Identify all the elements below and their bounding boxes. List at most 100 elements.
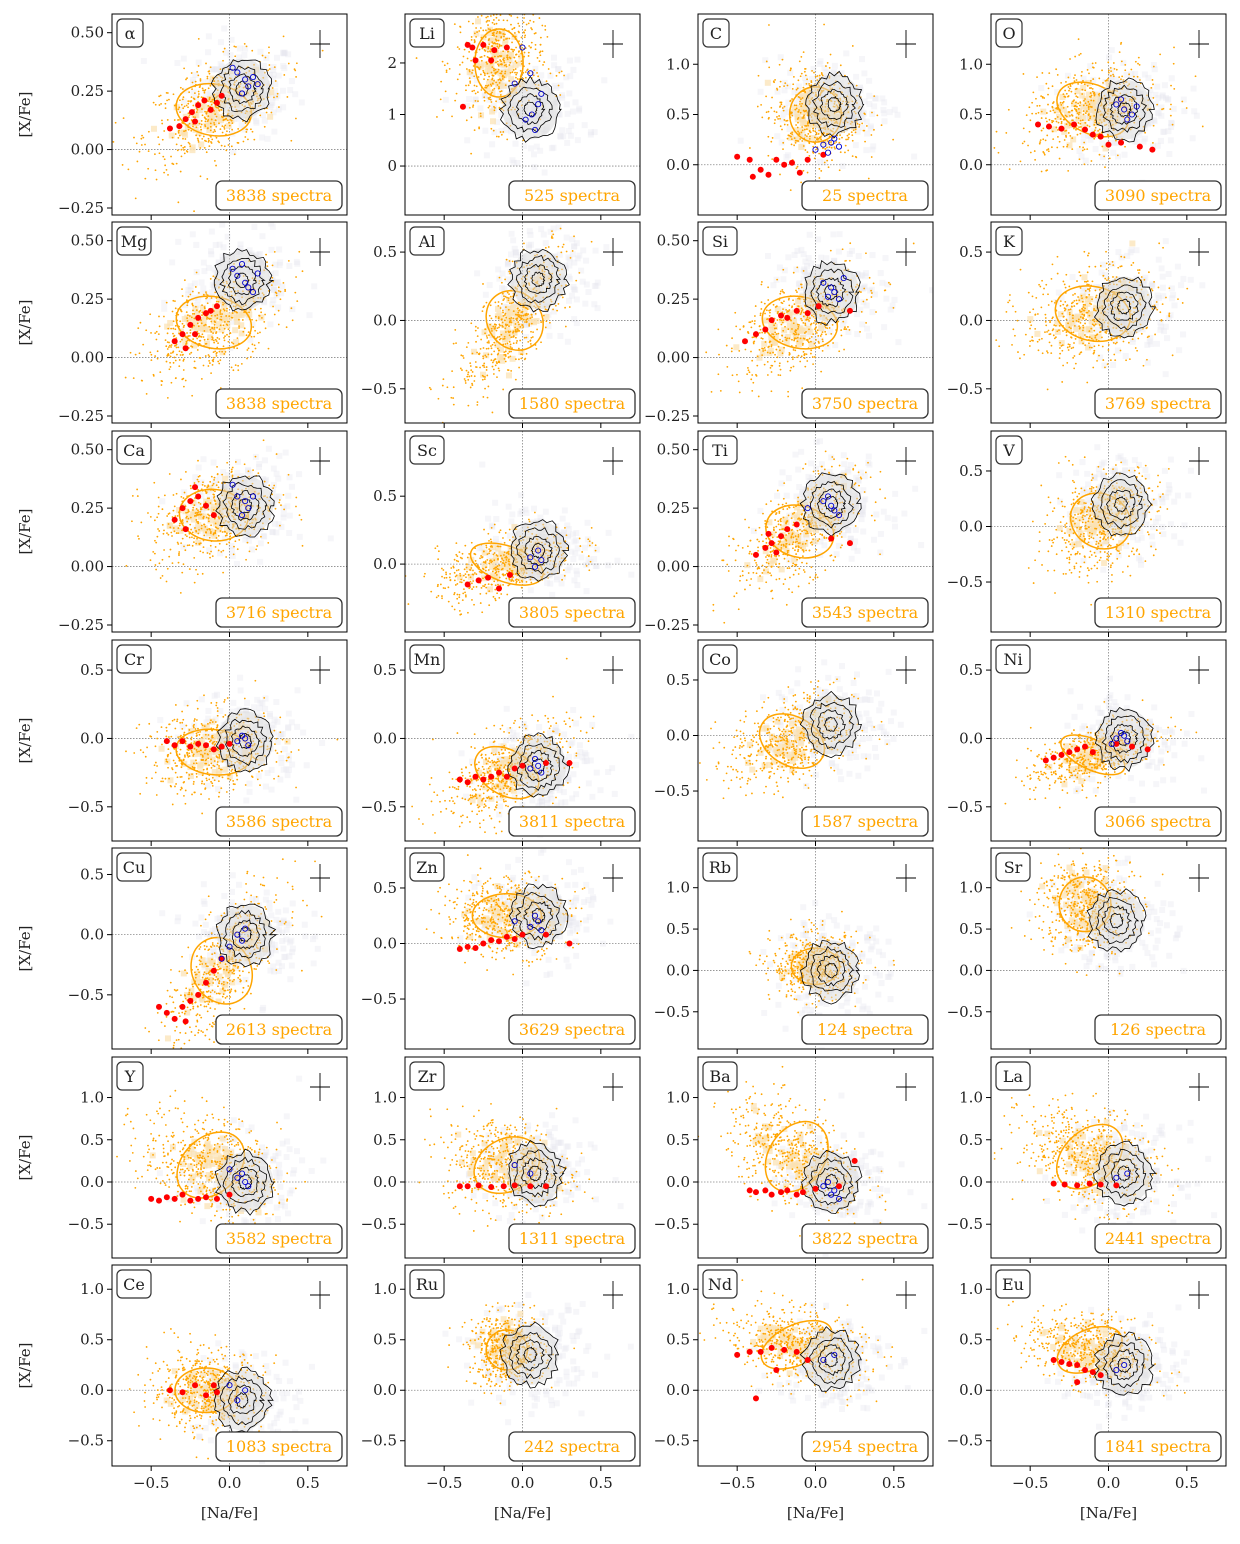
field-star-point	[502, 388, 505, 391]
field-star-point	[172, 361, 175, 364]
field-star-point	[217, 360, 220, 363]
field-star-point	[1060, 120, 1063, 123]
field-star-point	[496, 30, 499, 33]
field-star-point	[510, 302, 513, 305]
field-star-point	[816, 137, 819, 140]
field-star-point	[245, 45, 248, 48]
field-star-point	[799, 111, 802, 114]
field-star-point	[761, 116, 764, 119]
field-density-cell	[198, 102, 205, 109]
background-density-cell	[601, 77, 608, 84]
field-star-point	[498, 43, 501, 46]
background-density-cell	[929, 287, 933, 294]
field-density-cell	[804, 124, 811, 131]
field-star-point	[461, 369, 463, 371]
field-star-point	[215, 300, 218, 303]
field-star-point	[291, 319, 294, 322]
blue-data-point	[234, 272, 241, 279]
field-star-point	[802, 117, 805, 119]
background-density-cell	[269, 301, 276, 308]
background-density-cell	[566, 297, 573, 304]
field-star-point	[828, 66, 831, 69]
cluster-contour	[235, 272, 250, 289]
field-star-point	[473, 380, 476, 382]
field-star-point	[271, 264, 274, 267]
element-badge	[409, 18, 445, 48]
background-density-cell	[267, 81, 274, 88]
field-star-point	[500, 0, 502, 1]
field-star-point	[175, 377, 177, 379]
blue-data-point	[831, 135, 838, 142]
field-star-point	[815, 133, 818, 136]
background-density-cell	[797, 284, 804, 291]
field-star-point	[476, 65, 478, 68]
field-star-point	[214, 321, 217, 324]
field-star-point	[1082, 79, 1084, 82]
field-star-point	[784, 82, 787, 85]
field-star-point	[823, 23, 825, 26]
field-star-point	[1083, 141, 1086, 144]
background-density-cell	[482, 291, 489, 298]
field-star-point	[503, 353, 506, 356]
field-star-point	[491, 411, 494, 414]
field-star-point	[194, 367, 197, 369]
background-density-cell	[566, 90, 573, 97]
red-data-point	[188, 109, 195, 116]
field-star-point	[876, 114, 879, 117]
field-star-point	[468, 106, 471, 109]
field-star-point	[1055, 68, 1058, 71]
field-star-point	[502, 35, 505, 38]
field-star-point	[206, 75, 209, 78]
field-star-point	[491, 361, 494, 364]
field-star-point	[1079, 132, 1082, 135]
field-star-point	[264, 327, 267, 330]
field-star-point	[544, 246, 547, 249]
element-label: Li	[419, 24, 435, 43]
background-density-cell	[547, 228, 554, 235]
background-density-cell	[786, 125, 793, 132]
field-star-point	[801, 126, 804, 128]
field-star-point	[496, 336, 499, 339]
background-density-cell	[869, 146, 876, 153]
field-star-point	[818, 74, 821, 77]
field-star-point	[1076, 112, 1079, 115]
field-density-cell	[238, 330, 245, 337]
field-star-point	[1078, 104, 1081, 107]
background-density-cell	[776, 264, 783, 271]
field-density-cell	[206, 120, 213, 127]
field-star-point	[518, 25, 521, 27]
field-star-point	[480, 56, 483, 58]
field-star-point	[493, 341, 496, 344]
field-star-point	[1078, 158, 1081, 161]
field-star-point	[246, 128, 249, 131]
background-density-cell	[1158, 112, 1165, 119]
field-density-cell	[514, 314, 521, 321]
field-star-point	[201, 87, 204, 90]
field-star-point	[1047, 93, 1049, 96]
field-star-point	[469, 365, 472, 367]
y-tick-label: 0.50	[71, 24, 104, 42]
background-density-cell	[270, 109, 277, 116]
field-star-point	[479, 27, 482, 29]
field-density-cell	[225, 122, 232, 129]
field-star-point	[486, 85, 489, 87]
background-density-cell	[527, 231, 534, 238]
background-density-cell	[508, 230, 515, 237]
field-density-cell	[509, 355, 516, 362]
field-density-cell	[192, 126, 199, 133]
field-star-point	[824, 148, 827, 150]
field-star-point	[1027, 144, 1029, 147]
background-density-cell	[1161, 128, 1168, 135]
field-star-point	[776, 87, 778, 90]
field-density-cell	[794, 114, 801, 121]
background-density-cell	[1087, 136, 1094, 143]
field-star-point	[552, 308, 554, 311]
field-star-point	[223, 126, 226, 128]
field-star-point	[483, 49, 486, 51]
field-star-point	[838, 169, 841, 172]
background-density-cell	[274, 278, 281, 285]
field-star-point	[277, 323, 280, 326]
field-star-point	[1077, 122, 1080, 124]
field-star-point	[253, 335, 256, 338]
